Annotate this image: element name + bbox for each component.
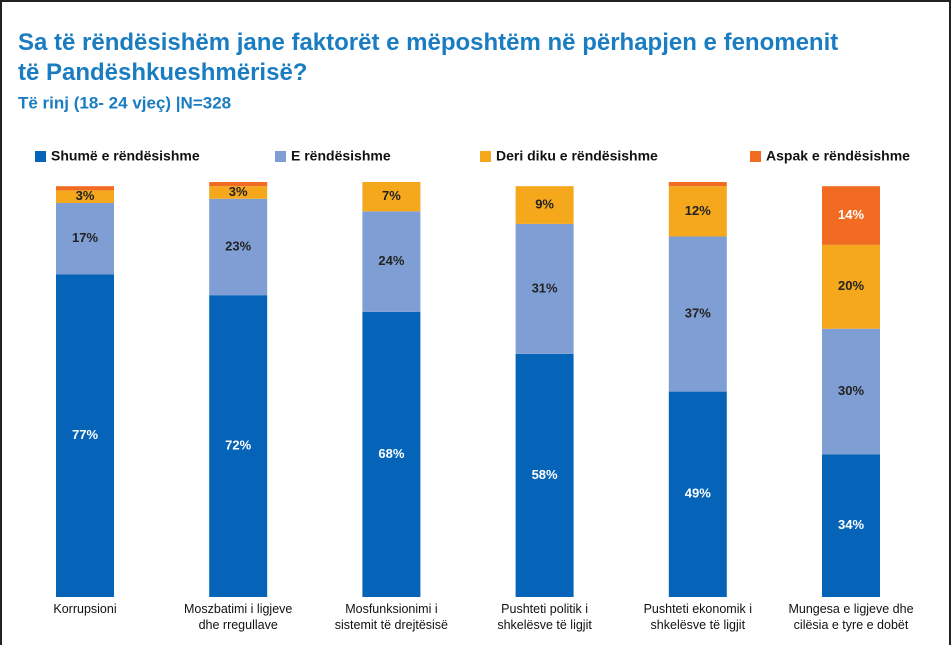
data-label: 77%	[72, 427, 98, 442]
data-label: 68%	[378, 446, 404, 461]
legend-label: Aspak e rëndësishme	[766, 148, 910, 164]
x-tick-label: Korrupsioni	[53, 602, 116, 616]
legend-label: Deri diku e rëndësishme	[496, 148, 658, 164]
chart-subtitle: Të rinj (18- 24 vjeç) |N=328	[18, 93, 231, 112]
data-label: 3%	[229, 184, 248, 199]
legend-label: E rëndësishme	[291, 148, 391, 164]
bar-segment	[362, 182, 421, 212]
data-label: 23%	[225, 238, 251, 253]
data-label: 37%	[685, 305, 711, 320]
bar-segment	[822, 328, 880, 455]
bar-segment	[362, 211, 421, 312]
legend-swatch	[35, 151, 46, 162]
data-label: 58%	[532, 467, 558, 482]
data-label: 14%	[838, 207, 864, 222]
legend-swatch	[480, 151, 491, 162]
bar-segment	[209, 295, 268, 597]
data-label: 24%	[378, 253, 404, 268]
data-label: 3%	[76, 188, 95, 203]
bar-segment	[515, 223, 574, 354]
bar-segment	[56, 202, 114, 275]
data-label: 49%	[685, 486, 711, 501]
bar-segment	[56, 190, 114, 203]
bar-segment	[209, 198, 268, 296]
x-tick-label: Moszbatimi i ligjeve dhe rregullave	[184, 602, 292, 632]
data-label: 20%	[838, 278, 864, 293]
legend-swatch	[275, 151, 286, 162]
data-label: 34%	[838, 517, 864, 532]
data-label: 31%	[532, 280, 558, 295]
bar-segment	[668, 186, 727, 237]
bar-segment	[515, 186, 574, 224]
bar-segment	[56, 186, 114, 191]
bar-segment	[668, 236, 727, 392]
bar-segment	[56, 274, 114, 597]
legend-label: Shumë e rëndësishme	[51, 148, 200, 164]
legend-swatch	[750, 151, 761, 162]
x-tick-label: Mungesa e ligjeve dhe cilësia e tyre e do…	[788, 602, 913, 632]
bar-segment	[209, 182, 268, 187]
data-label: 9%	[535, 196, 554, 211]
data-label: 7%	[382, 188, 401, 203]
data-label: 17%	[72, 230, 98, 245]
data-label: 72%	[225, 438, 251, 453]
bar-segment	[515, 353, 574, 597]
bar-segment	[668, 391, 727, 597]
bar-segment	[822, 244, 880, 329]
chart-title: Sa të rëndësishëm jane faktorët e mëposh…	[18, 29, 838, 86]
data-label: 12%	[685, 203, 711, 218]
x-tick-label: Pushteti politik i shkelësve të ligjit	[497, 602, 592, 632]
bar-segment	[668, 182, 727, 187]
x-tick-label: Pushteti ekonomik i shkelësve të ligjit	[644, 602, 752, 632]
bar-segment	[822, 186, 880, 245]
data-label: 30%	[838, 383, 864, 398]
bar-segment	[209, 186, 268, 199]
bar-segment	[362, 311, 421, 597]
bar-segment	[822, 454, 880, 597]
x-tick-label: Mosfunksionimi i sistemit të drejtësisë	[335, 602, 448, 632]
